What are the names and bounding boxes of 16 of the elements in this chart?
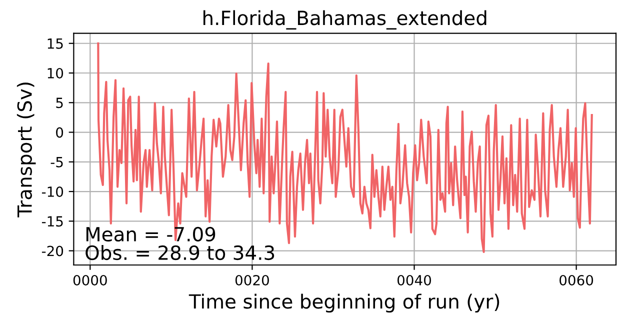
y-tick-label: -15 — [42, 216, 63, 227]
y-tick-label: -20 — [42, 246, 64, 256]
y-tick-label: 5 — [56, 98, 63, 108]
x-axis-title: Time since beginning of run (yr) — [188, 294, 500, 313]
y-tick-label: -10 — [42, 186, 64, 197]
x-tick-label: 0020 — [235, 274, 269, 286]
annotation: Obs. = 28.9 to 34.3 — [86, 245, 274, 260]
chart-title: h.Florida_Bahamas_extended — [203, 10, 486, 30]
y-tick-label: 0 — [56, 127, 64, 138]
y-tick-label: -5 — [50, 157, 63, 168]
y-tick-label: 15 — [48, 38, 63, 49]
y-axis-title: Transport (Sv) — [16, 82, 36, 218]
x-tick-label: 0040 — [397, 274, 431, 286]
y-tick-label: 10 — [48, 68, 64, 78]
x-tick-label: 0000 — [73, 274, 107, 286]
x-tick-label: 0060 — [560, 274, 594, 286]
